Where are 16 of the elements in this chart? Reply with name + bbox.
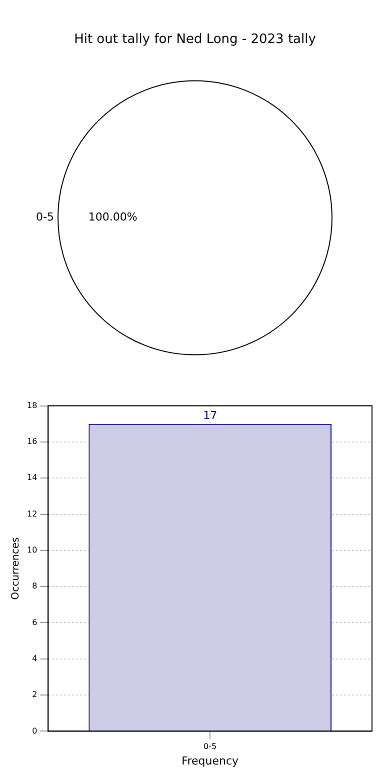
slice-label: 0-5 [36,210,54,224]
x-axis-title: Frequency [182,754,239,768]
y-tick-label: 6 [32,618,38,627]
y-tick-label: 8 [32,582,38,591]
y-tick-label: 16 [26,437,38,446]
y-tick-label: 2 [32,690,38,700]
data-label: 17 [203,409,218,422]
y-tick-label: 18 [26,400,38,410]
y-tick-label: 10 [26,546,38,554]
y-tick-label: 12 [26,509,38,518]
chart-title: Hit out tally for Ned Long - 2023 tally [74,32,316,48]
y-tick-label: 14 [26,473,38,482]
y-tick-label: 0 [32,726,38,736]
y-tick-label: 4 [32,654,38,663]
y-axis-title: Occurrences [10,537,22,600]
data-label: 100.00% [88,210,138,224]
